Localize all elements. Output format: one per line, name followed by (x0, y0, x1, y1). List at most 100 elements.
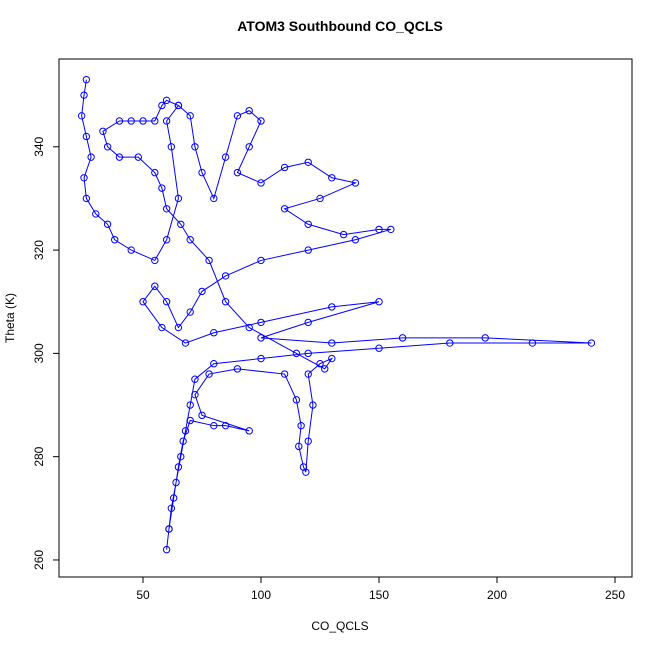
point (205, 256, 213, 265)
y-tick-label: 260 (32, 550, 46, 570)
point (304, 318, 312, 327)
point (328, 174, 336, 182)
point (127, 117, 135, 125)
point (375, 298, 383, 306)
point (162, 236, 171, 244)
point (139, 117, 147, 125)
point (280, 163, 289, 172)
point (387, 225, 395, 234)
x-tick-label: 100 (251, 588, 271, 602)
point (167, 143, 176, 151)
point (221, 298, 230, 306)
point (162, 96, 171, 105)
point (304, 246, 312, 254)
point (115, 153, 124, 161)
point (481, 334, 489, 342)
point (174, 101, 183, 110)
point (257, 179, 265, 187)
x-tick-label: 200 (487, 588, 507, 602)
point (172, 478, 180, 487)
point (328, 339, 336, 347)
point (446, 339, 454, 347)
point (257, 117, 265, 125)
point (587, 339, 596, 347)
plot-frame (58, 58, 633, 578)
point (110, 236, 119, 244)
point (198, 411, 206, 420)
point (295, 442, 303, 451)
point (151, 256, 159, 265)
point (179, 437, 187, 445)
point (134, 153, 142, 161)
point (245, 323, 253, 332)
point (115, 117, 124, 125)
point (177, 220, 185, 228)
point (210, 329, 218, 337)
point (304, 370, 312, 378)
point (328, 303, 336, 311)
point (328, 354, 336, 363)
point (103, 220, 112, 228)
y-tick-label: 320 (32, 240, 46, 260)
point (304, 349, 312, 358)
point (233, 168, 242, 177)
y-tick-label: 300 (32, 343, 46, 363)
point (302, 468, 310, 476)
point (165, 525, 173, 533)
point (174, 194, 183, 203)
point (292, 349, 301, 358)
point (221, 272, 230, 280)
y-tick-label: 340 (32, 136, 46, 156)
point (92, 210, 100, 218)
point (210, 360, 218, 368)
point (82, 132, 91, 141)
point (316, 194, 324, 203)
point (233, 365, 242, 373)
point (99, 127, 107, 136)
point (245, 143, 253, 151)
series-line (81, 79, 592, 550)
point (297, 421, 305, 430)
point (245, 427, 253, 435)
x-tick-label: 50 (136, 588, 150, 602)
x-tick-label: 150 (369, 588, 389, 602)
point (186, 112, 194, 120)
point (169, 494, 178, 502)
point (339, 230, 348, 239)
point (162, 117, 171, 125)
point (375, 225, 383, 234)
point (162, 545, 171, 554)
point (80, 91, 88, 99)
point (292, 396, 301, 404)
x-tick-label: 250 (605, 588, 625, 602)
point (198, 168, 206, 177)
point (80, 174, 88, 182)
point (351, 179, 360, 187)
chart-title: ATOM3 Southbound CO_QCLS (237, 18, 443, 34)
y-axis-label: Theta (K) (3, 293, 17, 343)
point (186, 236, 194, 244)
point (77, 112, 86, 120)
point (233, 112, 242, 120)
point (257, 354, 265, 363)
point (257, 334, 265, 342)
point (221, 153, 230, 161)
point (174, 323, 183, 332)
point (177, 452, 185, 461)
point (198, 287, 206, 296)
point (304, 437, 312, 445)
point (186, 416, 194, 425)
point (280, 370, 289, 378)
point (151, 282, 159, 290)
point (191, 375, 199, 383)
point (127, 246, 135, 254)
point (210, 421, 218, 430)
point (151, 117, 159, 125)
point (351, 236, 360, 244)
point (304, 158, 312, 166)
point (245, 106, 253, 115)
point (82, 194, 91, 203)
point (174, 463, 183, 471)
point (103, 143, 112, 151)
